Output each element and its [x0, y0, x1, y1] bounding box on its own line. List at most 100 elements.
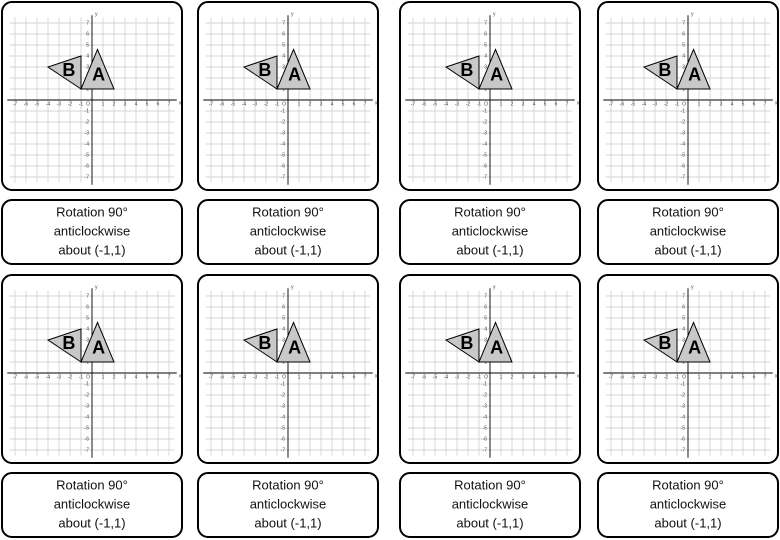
shape-label: B — [62, 60, 75, 80]
card: -7-7-6-6-5-5-4-4-3-3-2-2-1-1112233445566… — [597, 274, 779, 538]
x-tick-label: -1 — [675, 101, 680, 107]
x-tick-label: 1 — [102, 101, 105, 107]
caption-line: about (-1,1) — [254, 242, 321, 257]
y-tick-label: -1 — [281, 381, 286, 387]
caption-line: about (-1,1) — [654, 515, 721, 530]
x-tick-label: 2 — [709, 374, 712, 380]
x-tick-label: -4 — [242, 374, 247, 380]
x-tick-label: 4 — [331, 101, 334, 107]
x-tick-label: -2 — [68, 374, 73, 380]
shape-label: A — [490, 65, 503, 85]
y-tick-label: -4 — [483, 414, 488, 420]
shape-label: A — [688, 65, 701, 85]
x-tick-label: -5 — [631, 101, 636, 107]
x-tick-label: 6 — [555, 101, 558, 107]
x-tick-label: -4 — [642, 374, 647, 380]
y-tick-label: 7 — [682, 293, 685, 299]
y-tick-label: 5 — [86, 42, 89, 48]
y-tick-label: -6 — [681, 163, 686, 169]
triangle-a — [276, 48, 311, 90]
y-tick-label: 4 — [484, 53, 487, 59]
x-tick-label: 1 — [500, 101, 503, 107]
triangle-a — [478, 48, 513, 90]
x-tick-label: -7 — [609, 374, 614, 380]
y-tick-label: -3 — [85, 403, 90, 409]
x-tick-label: -2 — [68, 101, 73, 107]
y-tick-label: 4 — [86, 326, 89, 332]
y-tick-label: -1 — [281, 108, 286, 114]
x-tick-label: 4 — [135, 374, 138, 380]
x-tick-label: -5 — [231, 374, 236, 380]
y-tick-label: 3 — [682, 337, 685, 343]
caption-panel — [399, 472, 581, 538]
x-tick-label: -5 — [35, 101, 40, 107]
card: -7-7-6-6-5-5-4-4-3-3-2-2-1-1112233445566… — [597, 1, 779, 265]
triangle-a — [276, 321, 311, 363]
x-tick-label: 5 — [742, 374, 745, 380]
caption-panel — [597, 472, 779, 538]
caption-panel — [197, 199, 379, 265]
x-tick-label: -2 — [264, 101, 269, 107]
y-tick-label: -3 — [681, 130, 686, 136]
y-tick-label: -4 — [85, 414, 90, 420]
y-tick-label: -2 — [281, 392, 286, 398]
x-tick-label: -4 — [444, 374, 449, 380]
y-tick-label: -3 — [681, 403, 686, 409]
caption-line: Rotation 90° — [56, 204, 128, 219]
x-tick-label: 6 — [157, 374, 160, 380]
x-tick-label: 2 — [309, 374, 312, 380]
x-tick-label: 5 — [544, 101, 547, 107]
y-tick-label: 5 — [682, 42, 685, 48]
caption-line: about (-1,1) — [58, 242, 125, 257]
x-tick-label: 4 — [533, 101, 536, 107]
x-tick-label: -1 — [79, 374, 84, 380]
y-tick-label: -4 — [483, 141, 488, 147]
y-tick-label: 3 — [86, 64, 89, 70]
y-axis-label: y — [691, 285, 694, 291]
caption-line: Rotation 90° — [652, 477, 724, 492]
x-tick-label: 4 — [135, 101, 138, 107]
shape-label: B — [258, 333, 271, 353]
x-tick-label: 2 — [709, 101, 712, 107]
x-tick-label: 7 — [364, 101, 367, 107]
x-tick-label: 5 — [544, 374, 547, 380]
y-tick-label: 3 — [484, 64, 487, 70]
caption-line: Rotation 90° — [252, 477, 324, 492]
x-tick-label: 3 — [320, 101, 323, 107]
x-tick-label: -6 — [620, 101, 625, 107]
origin-label: O — [682, 374, 686, 380]
x-tick-label: -3 — [653, 101, 658, 107]
y-tick-label: 6 — [484, 304, 487, 310]
x-tick-label: 6 — [157, 101, 160, 107]
x-tick-label: 3 — [720, 374, 723, 380]
triangle-b — [642, 55, 678, 90]
shape-label: A — [288, 65, 301, 85]
card: -7-7-6-6-5-5-4-4-3-3-2-2-1-1112233445566… — [197, 1, 379, 265]
caption-panel — [197, 472, 379, 538]
y-axis-label: y — [493, 12, 496, 18]
y-tick-label: -6 — [85, 163, 90, 169]
x-tick-label: -1 — [275, 374, 280, 380]
x-tick-label: 3 — [320, 374, 323, 380]
x-tick-label: 7 — [764, 101, 767, 107]
y-tick-label: 3 — [484, 337, 487, 343]
x-tick-label: -3 — [455, 101, 460, 107]
x-tick-label: 6 — [353, 374, 356, 380]
x-axis-label: x — [179, 373, 182, 379]
y-tick-label: 4 — [86, 53, 89, 59]
y-tick-label: -5 — [483, 425, 488, 431]
x-tick-label: 7 — [566, 374, 569, 380]
y-tick-label: -4 — [681, 141, 686, 147]
y-tick-label: 7 — [282, 293, 285, 299]
y-tick-label: -3 — [281, 130, 286, 136]
y-tick-label: 4 — [682, 53, 685, 59]
y-tick-label: 6 — [682, 304, 685, 310]
x-tick-label: -4 — [46, 374, 51, 380]
y-tick-label: 6 — [282, 304, 285, 310]
y-axis-label: y — [493, 285, 496, 291]
x-tick-label: -7 — [209, 101, 214, 107]
x-tick-label: 5 — [146, 374, 149, 380]
x-tick-label: 3 — [522, 101, 525, 107]
x-axis-label: x — [775, 100, 778, 106]
y-tick-label: 6 — [86, 31, 89, 37]
